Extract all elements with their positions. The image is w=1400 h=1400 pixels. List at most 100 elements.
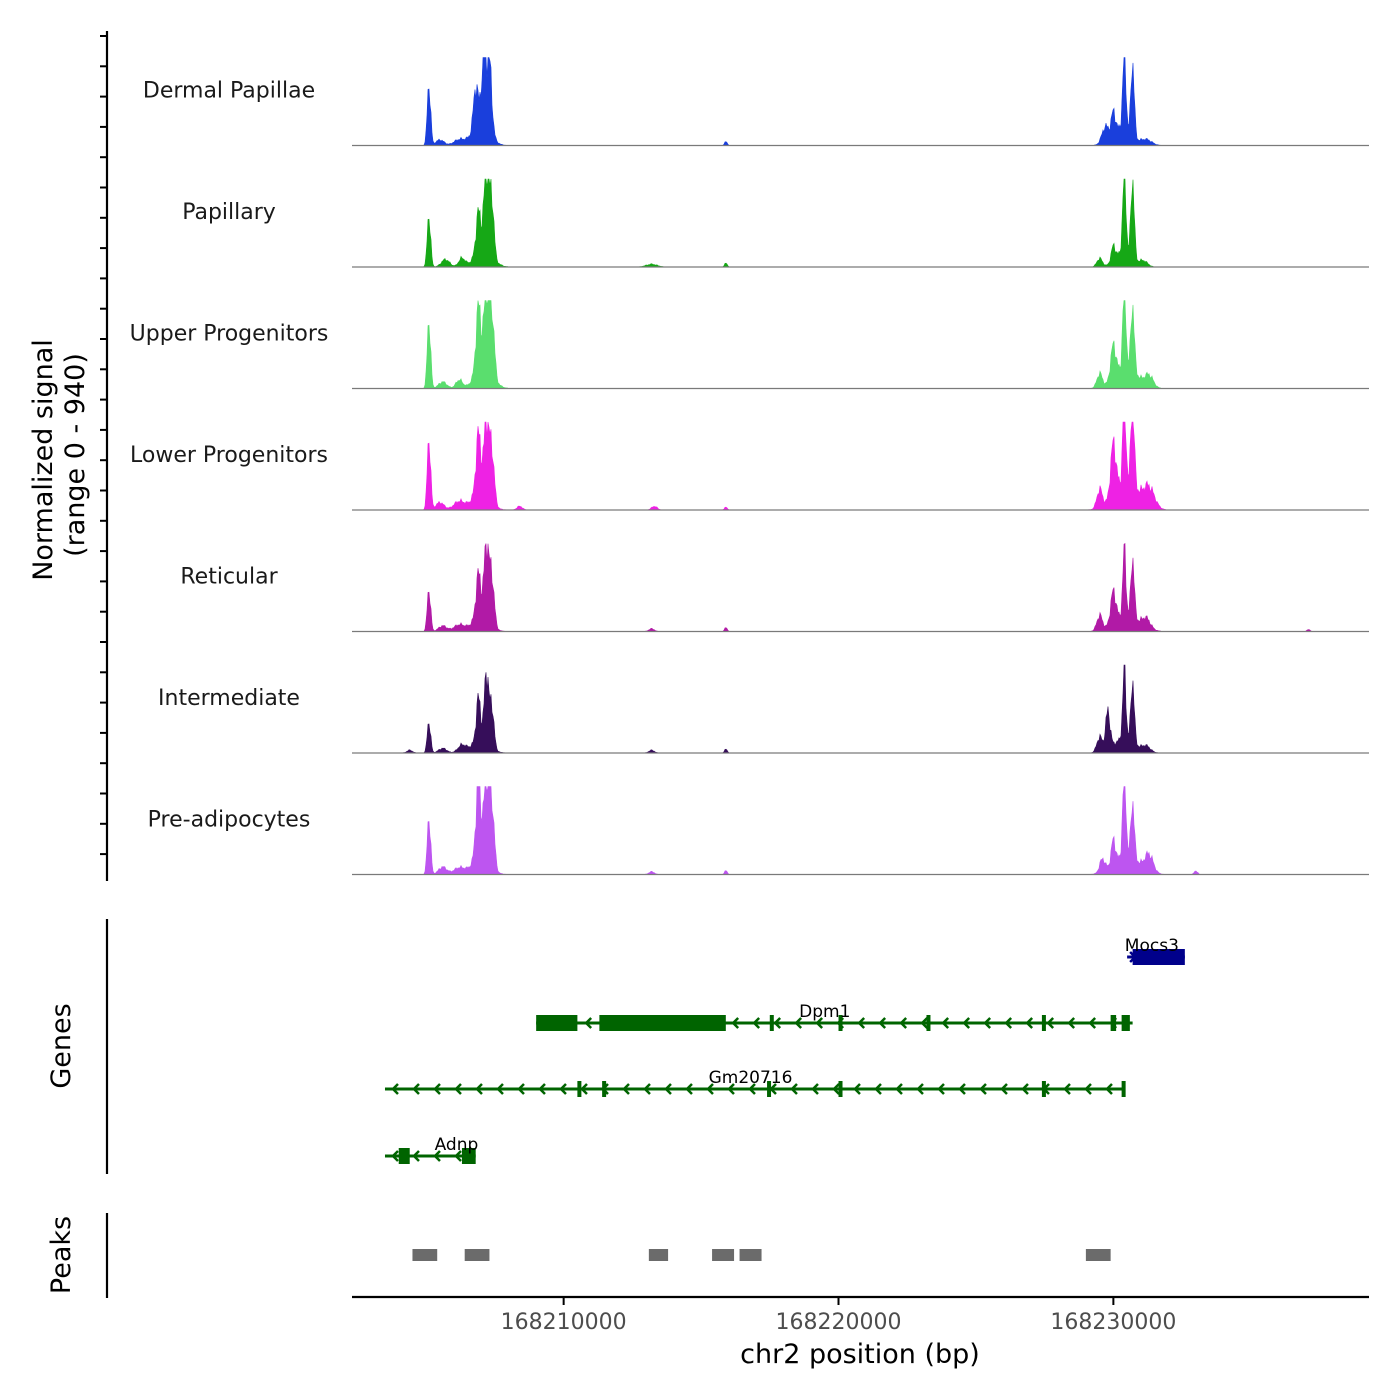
strand-chevron [1063, 1083, 1071, 1095]
strand-chevron [433, 1083, 441, 1095]
track-label: Dermal Papillae [143, 79, 315, 104]
genes-track-title: Genes [46, 1003, 77, 1088]
strand-chevron [811, 1083, 819, 1095]
track-label: Intermediate [158, 686, 300, 711]
strand-chevron [1004, 1017, 1013, 1029]
track-label: Reticular [180, 565, 278, 590]
exon [1041, 1081, 1046, 1097]
strand-chevron [1046, 1017, 1055, 1029]
strand-chevron [584, 1017, 593, 1029]
exon [769, 1015, 774, 1031]
strand-chevron [958, 1083, 966, 1095]
strand-chevron [538, 1083, 546, 1095]
gene-mocs3: Mocs3 [1125, 936, 1185, 965]
strand-chevron [643, 1083, 651, 1095]
x-tick-label: 168210000 [501, 1310, 627, 1335]
exon [1121, 1015, 1130, 1031]
signal-area [352, 178, 1369, 268]
signal-y-axis-ticks [100, 35, 107, 856]
exon [767, 1081, 772, 1097]
strand-chevron [706, 1083, 714, 1095]
exon [536, 1015, 578, 1031]
track-label: Upper Progenitors [130, 322, 329, 347]
exon [577, 1081, 582, 1097]
strand-chevron [622, 1083, 630, 1095]
track-label: Pre-adipocytes [148, 808, 311, 833]
track-dermal-papillae: Dermal Papillae [143, 57, 1369, 147]
track-pre-adipocytes: Pre-adipocytes [148, 786, 1369, 876]
gene-label: Dpm1 [799, 1002, 850, 1022]
strand-chevron [790, 1083, 798, 1095]
x-axis-title: chr2 position (bp) [740, 1339, 980, 1370]
track-label: Papillary [182, 200, 276, 225]
strand-chevron [454, 1083, 462, 1095]
strand-chevron [454, 1150, 462, 1162]
strand-chevron [895, 1083, 903, 1095]
strand-chevron [664, 1083, 672, 1095]
gene-gm20716: Gm20716 [384, 1068, 1126, 1097]
exon [461, 1148, 476, 1164]
exon [1132, 949, 1185, 965]
strand-chevron [794, 1017, 803, 1029]
track-lower-progenitors: Lower Progenitors [130, 421, 1369, 511]
strand-chevron [1000, 1083, 1008, 1095]
signal-area [352, 786, 1369, 875]
y-axis-title-line2: (range 0 - 940) [60, 353, 91, 557]
strand-chevron [580, 1083, 588, 1095]
strand-chevron [920, 1017, 929, 1029]
strand-chevron [979, 1083, 987, 1095]
strand-chevron [853, 1083, 861, 1095]
strand-chevron [412, 1150, 420, 1162]
strand-chevron [857, 1017, 866, 1029]
strand-chevron [1067, 1017, 1076, 1029]
gene-label: Gm20716 [709, 1068, 793, 1088]
strand-chevron [391, 1083, 399, 1095]
y-axis-title-line1: Normalized signal [28, 339, 59, 581]
signal-area [352, 542, 1369, 632]
strand-chevron [412, 1083, 420, 1095]
strand-chevron [727, 1083, 735, 1095]
strand-chevron [517, 1083, 525, 1095]
strand-chevron [475, 1083, 483, 1095]
exon [602, 1081, 607, 1097]
strand-chevron [748, 1083, 756, 1095]
track-intermediate: Intermediate [158, 664, 1369, 754]
strand-chevron [874, 1083, 882, 1095]
strand-chevron [752, 1017, 761, 1029]
strand-chevron [815, 1017, 824, 1029]
strand-chevron [941, 1017, 950, 1029]
strand-chevron [496, 1083, 504, 1095]
peak-region [1085, 1249, 1111, 1261]
signal-tracks: Dermal Papillae Papillary Upper Progenitor… [130, 57, 1369, 876]
strand-chevron [1084, 1083, 1092, 1095]
track-papillary: Papillary [182, 178, 1369, 268]
x-tick-label: 168220000 [776, 1310, 902, 1335]
exon [1110, 1015, 1117, 1031]
exon [926, 1015, 931, 1031]
strand-chevron [1025, 1017, 1034, 1029]
track-reticular: Reticular [180, 542, 1369, 633]
signal-area [352, 57, 1369, 146]
exon [599, 1015, 726, 1031]
strand-chevron [1088, 1017, 1097, 1029]
peak-region [412, 1249, 438, 1261]
exon [1121, 1081, 1126, 1097]
peak-region [648, 1249, 669, 1261]
exon [1041, 1015, 1046, 1031]
genes-track: Mocs3 Dpm1 Gm20716 Adnp [384, 936, 1185, 1164]
strand-chevron [731, 1017, 740, 1029]
peaks-track-title: Peaks [46, 1216, 77, 1294]
gene-label: Mocs3 [1125, 936, 1179, 956]
strand-chevron [1021, 1083, 1029, 1095]
exon [838, 1015, 843, 1031]
strand-chevron [433, 1150, 441, 1162]
strand-chevron [685, 1083, 693, 1095]
strand-chevron [391, 1150, 399, 1162]
peak-region [712, 1249, 735, 1261]
strand-chevron [899, 1017, 908, 1029]
peak-region [739, 1249, 762, 1261]
signal-area [352, 421, 1369, 511]
signal-area [352, 300, 1369, 389]
signal-area [352, 664, 1369, 754]
strand-chevron [559, 1083, 567, 1095]
